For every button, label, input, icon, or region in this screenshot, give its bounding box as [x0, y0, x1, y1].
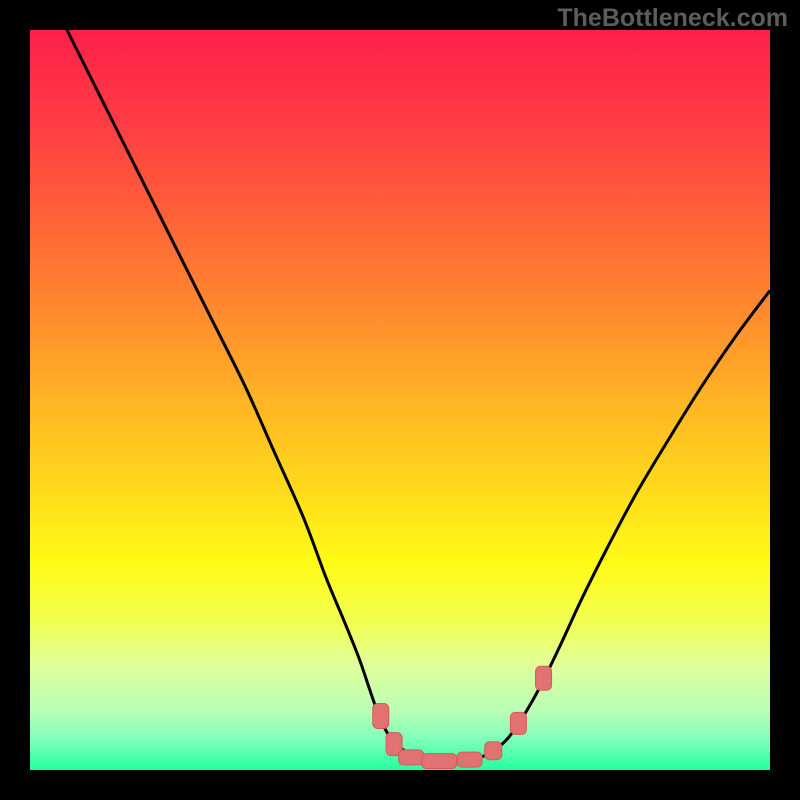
watermark-text: TheBottleneck.com	[557, 4, 788, 33]
curve-marker	[457, 752, 482, 767]
curve-marker	[399, 750, 424, 765]
chart-background	[30, 30, 770, 770]
curve-marker	[373, 703, 389, 728]
curve-marker	[536, 666, 552, 690]
bottleneck-chart	[30, 30, 770, 770]
curve-marker	[485, 742, 502, 760]
curve-marker	[422, 754, 457, 769]
curve-marker	[510, 712, 526, 734]
